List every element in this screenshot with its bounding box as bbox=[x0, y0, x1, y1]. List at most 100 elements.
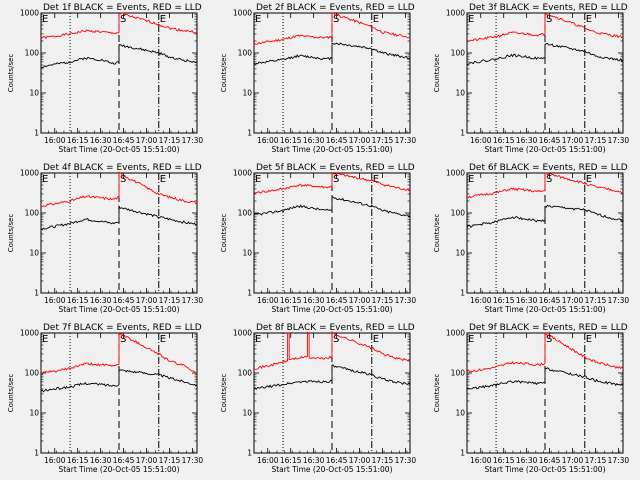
x-tick-label: 16:15 bbox=[493, 136, 515, 145]
x-tick-label: 16:15 bbox=[493, 296, 515, 305]
panel-title: Det 8f BLACK = Events, RED = LLD bbox=[256, 323, 415, 333]
panel-1: Det 1f BLACK = Events, RED = LLD Counts/s… bbox=[7, 3, 203, 154]
y-tick-label: 10 bbox=[242, 249, 252, 258]
y-tick-label: 1000 bbox=[20, 169, 39, 178]
series-line-red bbox=[253, 330, 411, 370]
x-tick-label: 16:00 bbox=[44, 296, 66, 305]
x-tick-label: 17:15 bbox=[372, 456, 394, 465]
y-tick-label: 1 bbox=[34, 129, 39, 138]
x-tick-label: 16:30 bbox=[90, 456, 112, 465]
marker-label: E bbox=[586, 334, 592, 345]
y-tick-label: 10 bbox=[29, 249, 39, 258]
y-tick-label: 100 bbox=[238, 209, 253, 218]
series-line-black bbox=[466, 367, 624, 390]
series-line-black bbox=[40, 204, 198, 231]
x-tick-label: 16:00 bbox=[44, 456, 66, 465]
y-tick-label: 100 bbox=[238, 369, 253, 378]
x-tick-label: 17:15 bbox=[585, 456, 607, 465]
y-axis-label: Counts/sec bbox=[220, 214, 228, 253]
y-tick-label: 100 bbox=[25, 209, 40, 218]
panel-6: Det 6f BLACK = Events, RED = LLD Counts/s… bbox=[433, 163, 629, 314]
y-tick-label: 100 bbox=[238, 49, 253, 58]
x-tick-label: 16:15 bbox=[280, 136, 302, 145]
x-tick-label: 16:00 bbox=[470, 136, 492, 145]
y-tick-label: 1000 bbox=[20, 329, 39, 338]
x-tick-label: 16:15 bbox=[493, 456, 515, 465]
panel-title: Det 1f BLACK = Events, RED = LLD bbox=[43, 3, 202, 13]
y-axis-label: Counts/sec bbox=[433, 54, 441, 93]
y-axis-label: Counts/sec bbox=[220, 54, 228, 93]
series-line-red bbox=[466, 13, 624, 42]
x-tick-label: 17:15 bbox=[159, 136, 181, 145]
x-tick-label: 16:45 bbox=[326, 456, 348, 465]
y-tick-label: 1000 bbox=[233, 9, 252, 18]
y-tick-label: 10 bbox=[242, 409, 252, 418]
x-tick-label: 16:45 bbox=[539, 296, 561, 305]
y-tick-label: 10 bbox=[29, 409, 39, 418]
marker-label: E bbox=[160, 14, 166, 25]
x-tick-label: 17:15 bbox=[585, 296, 607, 305]
marker-label: E bbox=[373, 334, 379, 345]
y-tick-label: 1000 bbox=[233, 329, 252, 338]
x-axis-label: Start Time (20-Oct-05 15:51:00) bbox=[271, 465, 392, 474]
x-tick-label: 16:30 bbox=[516, 456, 538, 465]
x-tick-label: 17:00 bbox=[562, 456, 584, 465]
y-tick-label: 100 bbox=[25, 49, 40, 58]
panel-title: Det 5f BLACK = Events, RED = LLD bbox=[256, 163, 415, 173]
marker-label: S bbox=[546, 14, 552, 25]
x-tick-label: 17:15 bbox=[159, 296, 181, 305]
series-line-black bbox=[40, 369, 198, 393]
y-tick-label: 1000 bbox=[446, 169, 465, 178]
marker-label: S bbox=[120, 14, 126, 25]
x-tick-label: 17:15 bbox=[372, 136, 394, 145]
series-line-black bbox=[254, 364, 411, 390]
corner-label: E bbox=[255, 334, 261, 345]
x-tick-label: 16:15 bbox=[67, 136, 89, 145]
x-tick-label: 16:00 bbox=[470, 296, 492, 305]
x-axis-label: Start Time (20-Oct-05 15:51:00) bbox=[271, 145, 392, 154]
x-tick-label: 17:00 bbox=[136, 296, 158, 305]
panel-title: Det 4f BLACK = Events, RED = LLD bbox=[43, 163, 202, 173]
x-tick-label: 16:45 bbox=[113, 296, 135, 305]
x-tick-label: 16:00 bbox=[257, 136, 279, 145]
x-tick-label: 16:15 bbox=[280, 456, 302, 465]
x-tick-label: 16:00 bbox=[44, 136, 66, 145]
marker-label: S bbox=[120, 174, 126, 185]
x-tick-label: 16:30 bbox=[90, 136, 112, 145]
x-tick-label: 16:45 bbox=[113, 136, 135, 145]
panel-2: Det 2f BLACK = Events, RED = LLD Counts/s… bbox=[220, 3, 416, 154]
corner-label: E bbox=[468, 334, 474, 345]
x-tick-label: 16:45 bbox=[539, 136, 561, 145]
x-tick-label: 17:00 bbox=[562, 296, 584, 305]
y-tick-label: 100 bbox=[25, 369, 40, 378]
x-tick-label: 16:15 bbox=[280, 296, 302, 305]
panel-4: Det 4f BLACK = Events, RED = LLD Counts/s… bbox=[7, 163, 203, 314]
y-tick-label: 100 bbox=[451, 369, 466, 378]
series-line-black bbox=[40, 44, 198, 68]
marker-label: E bbox=[373, 14, 379, 25]
y-axis-label: Counts/sec bbox=[220, 374, 228, 413]
y-tick-label: 100 bbox=[451, 209, 466, 218]
y-tick-label: 1000 bbox=[20, 9, 39, 18]
x-tick-label: 17:30 bbox=[395, 136, 417, 145]
y-axis-label: Counts/sec bbox=[7, 374, 15, 413]
corner-label: E bbox=[42, 334, 48, 345]
x-tick-label: 16:45 bbox=[326, 296, 348, 305]
series-line-black bbox=[253, 196, 411, 218]
x-tick-label: 17:30 bbox=[182, 296, 204, 305]
x-tick-label: 17:15 bbox=[585, 136, 607, 145]
y-tick-label: 1 bbox=[34, 289, 39, 298]
series-line-black bbox=[253, 42, 411, 65]
x-tick-label: 17:00 bbox=[136, 456, 158, 465]
marker-label: E bbox=[586, 14, 592, 25]
series-line-red bbox=[40, 332, 198, 375]
corner-label: E bbox=[468, 174, 474, 185]
panel-title: Det 3f BLACK = Events, RED = LLD bbox=[469, 3, 628, 13]
y-axis-label: Counts/sec bbox=[7, 214, 15, 253]
y-tick-label: 1000 bbox=[446, 329, 465, 338]
y-tick-label: 1 bbox=[460, 129, 465, 138]
panel-title: Det 2f BLACK = Events, RED = LLD bbox=[256, 3, 415, 13]
x-tick-label: 17:30 bbox=[182, 136, 204, 145]
corner-label: E bbox=[255, 14, 261, 25]
x-tick-label: 16:45 bbox=[113, 456, 135, 465]
